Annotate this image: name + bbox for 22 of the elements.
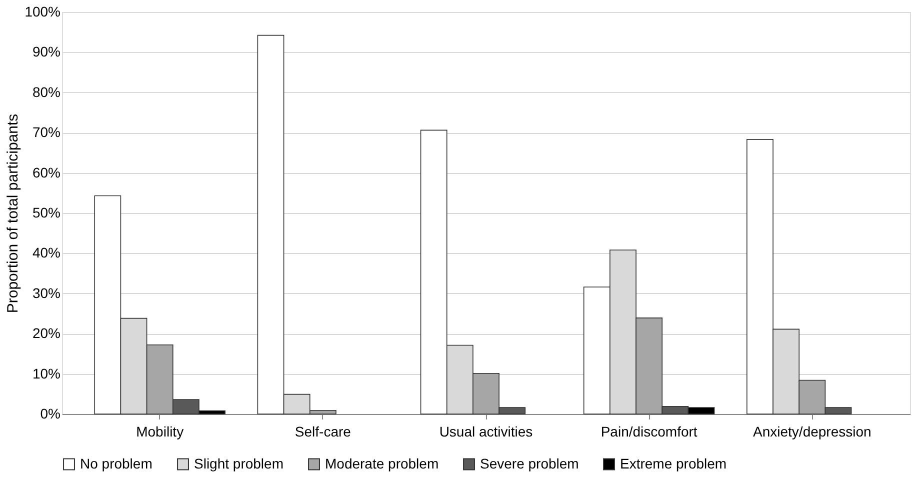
- y-tick-label: 10%: [32, 365, 60, 382]
- y-tick-label: 90%: [32, 44, 60, 60]
- x-tick-label: Anxiety/depression: [753, 424, 872, 440]
- x-tick-label: Self-care: [294, 424, 352, 440]
- x-tick-label: Mobility: [136, 424, 184, 440]
- legend-label: No problem: [80, 455, 152, 472]
- legend-label: Moderate problem: [325, 455, 439, 472]
- y-axis-title: Proportion of total participants: [4, 114, 22, 314]
- legend-label: Severe problem: [480, 455, 579, 472]
- legend-label: Slight problem: [194, 455, 284, 472]
- y-tick-label: 20%: [32, 325, 60, 342]
- y-tick-label: 60%: [32, 164, 60, 180]
- x-tick-label: Pain/discomfort: [600, 424, 698, 440]
- y-tick-label: 40%: [32, 244, 60, 261]
- y-tick-label: 30%: [32, 284, 60, 301]
- y-tick-label: 70%: [32, 124, 60, 140]
- legend-label: Extreme problem: [620, 455, 727, 472]
- y-tick-label: 0%: [40, 406, 60, 422]
- y-tick-label: 100%: [24, 4, 60, 20]
- y-tick-label: 80%: [32, 84, 60, 100]
- x-tick-label: Usual activities: [439, 424, 533, 440]
- y-tick-label: 50%: [32, 204, 60, 220]
